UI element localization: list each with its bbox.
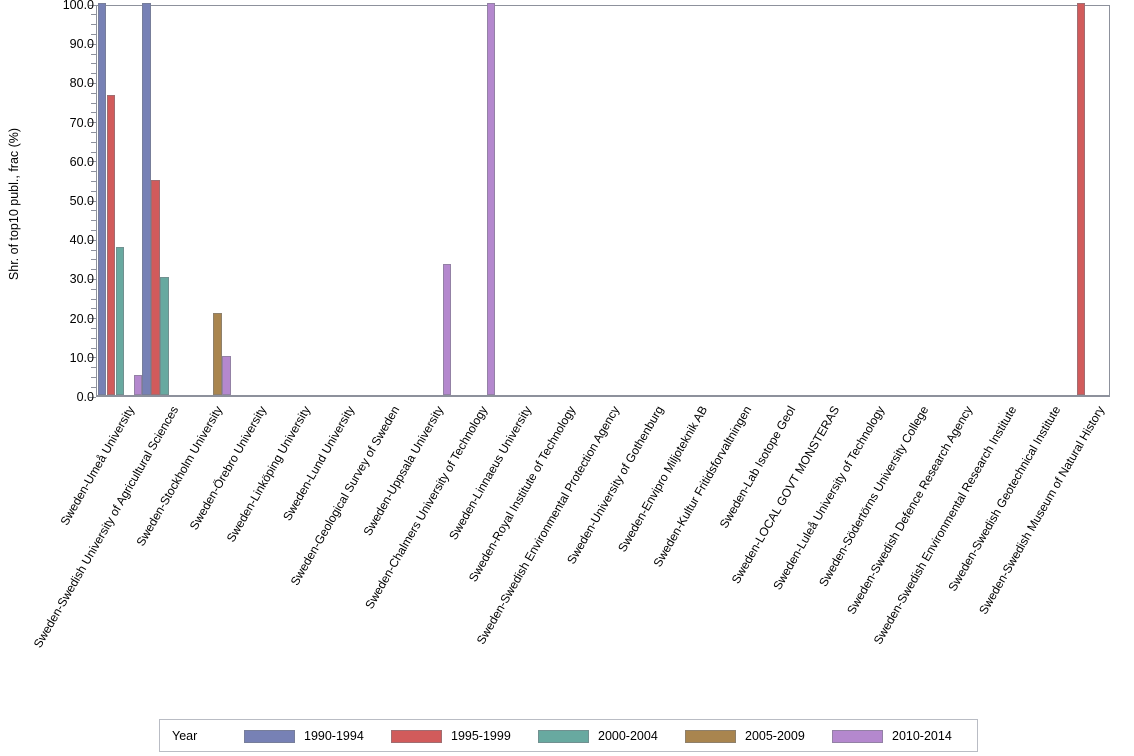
x-tick-label: Sweden-Linköping University — [224, 403, 314, 545]
y-tick-mark — [89, 4, 96, 6]
y-tick-minor — [91, 131, 96, 133]
x-tick-label: Sweden-Stockholm University — [133, 403, 226, 549]
x-tick-label: Sweden-Umeå University — [57, 403, 138, 528]
y-tick-minor — [91, 171, 96, 173]
y-tick-minor — [91, 151, 96, 153]
y-tick-mark — [89, 318, 96, 320]
legend-title: Year — [172, 729, 198, 743]
y-tick-label: 80.0 — [69, 76, 94, 91]
y-tick-label: 70.0 — [69, 115, 94, 130]
y-tick-minor — [91, 327, 96, 329]
y-tick-minor — [91, 73, 96, 75]
y-tick-mark — [89, 122, 96, 124]
legend-swatch — [244, 730, 295, 743]
y-tick-mark — [89, 239, 96, 241]
y-tick-minor — [91, 269, 96, 271]
bar — [213, 312, 222, 395]
y-tick-minor — [91, 53, 96, 55]
y-tick-minor — [91, 259, 96, 261]
y-tick-minor — [91, 141, 96, 143]
y-tick-mark — [89, 396, 96, 398]
y-tick-minor — [91, 229, 96, 231]
y-tick-minor — [91, 298, 96, 300]
legend-swatch — [538, 730, 589, 743]
y-tick-minor — [91, 288, 96, 290]
y-tick-label: 0.0 — [76, 390, 94, 404]
legend-label: 2005-2009 — [745, 729, 805, 743]
legend-label: 1990-1994 — [304, 729, 364, 743]
y-tick-mark — [89, 278, 96, 280]
legend-swatch — [832, 730, 883, 743]
y-tick-minor — [91, 386, 96, 388]
bar — [159, 277, 169, 395]
y-tick-minor — [91, 308, 96, 310]
y-axis-label: Shr. of top10 publ., frac (%) — [7, 127, 21, 281]
y-tick-label: 50.0 — [69, 194, 94, 208]
x-tick-label: Sweden-Uppsala University — [360, 403, 446, 539]
y-tick-minor — [91, 220, 96, 222]
y-tick-minor — [91, 190, 96, 192]
bar — [486, 3, 496, 395]
bar — [97, 3, 107, 395]
bar — [141, 3, 151, 395]
bar — [222, 355, 231, 395]
y-tick-minor — [91, 337, 96, 339]
y-tick-minor — [91, 102, 96, 104]
y-tick-minor — [91, 33, 96, 35]
bar — [106, 95, 116, 395]
y-tick-minor — [91, 92, 96, 94]
legend-swatch — [391, 730, 442, 743]
y-tick-minor — [91, 249, 96, 251]
bar — [442, 264, 452, 395]
x-tick-label: Sweden-Linnaeus University — [445, 403, 535, 543]
y-tick-label: 20.0 — [69, 311, 94, 326]
y-tick-label: 90.0 — [69, 37, 94, 52]
y-tick-label: 40.0 — [69, 233, 94, 248]
y-tick-minor — [91, 63, 96, 65]
bars-container — [97, 3, 1109, 395]
y-tick-mark — [89, 43, 96, 45]
plot-area — [96, 3, 1110, 397]
y-tick-label: 60.0 — [69, 154, 94, 169]
y-tick-minor — [91, 347, 96, 349]
y-tick-minor — [91, 24, 96, 26]
bar — [1076, 3, 1086, 395]
bar — [150, 180, 160, 395]
y-tick-mark — [89, 82, 96, 84]
x-tick-label: Sweden-Envipro Miljoteknik AB — [615, 403, 711, 555]
y-tick-minor — [91, 112, 96, 114]
y-tick-minor — [91, 210, 96, 212]
legend-label: 1995-1999 — [451, 729, 511, 743]
y-tick-label: 100.0 — [62, 0, 94, 12]
legend-label: 2010-2014 — [892, 729, 952, 743]
y-tick-mark — [89, 161, 96, 163]
legend: Year 1990-1994 1995-1999 2000-2004 2005-200… — [159, 719, 978, 752]
y-tick-minor — [91, 14, 96, 16]
legend-label: 2000-2004 — [598, 729, 658, 743]
y-tick-label: 30.0 — [69, 272, 94, 287]
y-tick-label: 10.0 — [69, 350, 94, 365]
y-tick-mark — [89, 357, 96, 359]
y-tick-minor — [91, 376, 96, 378]
bar — [115, 247, 125, 395]
legend-swatch — [685, 730, 736, 743]
y-tick-mark — [89, 200, 96, 202]
y-tick-minor — [91, 367, 96, 369]
y-tick-minor — [91, 180, 96, 182]
